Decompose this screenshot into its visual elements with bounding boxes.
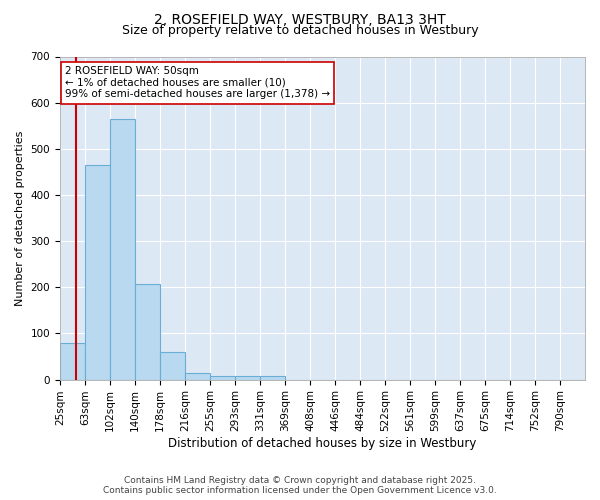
- Text: 2, ROSEFIELD WAY, WESTBURY, BA13 3HT: 2, ROSEFIELD WAY, WESTBURY, BA13 3HT: [154, 12, 446, 26]
- Text: Contains HM Land Registry data © Crown copyright and database right 2025.
Contai: Contains HM Land Registry data © Crown c…: [103, 476, 497, 495]
- Y-axis label: Number of detached properties: Number of detached properties: [15, 130, 25, 306]
- Bar: [85, 165, 110, 380]
- Bar: [235, 376, 260, 380]
- Bar: [210, 376, 235, 380]
- Text: Size of property relative to detached houses in Westbury: Size of property relative to detached ho…: [122, 24, 478, 37]
- Text: 2 ROSEFIELD WAY: 50sqm
← 1% of detached houses are smaller (10)
99% of semi-deta: 2 ROSEFIELD WAY: 50sqm ← 1% of detached …: [65, 66, 330, 100]
- Bar: [185, 372, 210, 380]
- Bar: [110, 119, 135, 380]
- Bar: [160, 352, 185, 380]
- Bar: [260, 376, 285, 380]
- Bar: [60, 342, 85, 380]
- Bar: [135, 284, 160, 380]
- X-axis label: Distribution of detached houses by size in Westbury: Distribution of detached houses by size …: [168, 437, 476, 450]
